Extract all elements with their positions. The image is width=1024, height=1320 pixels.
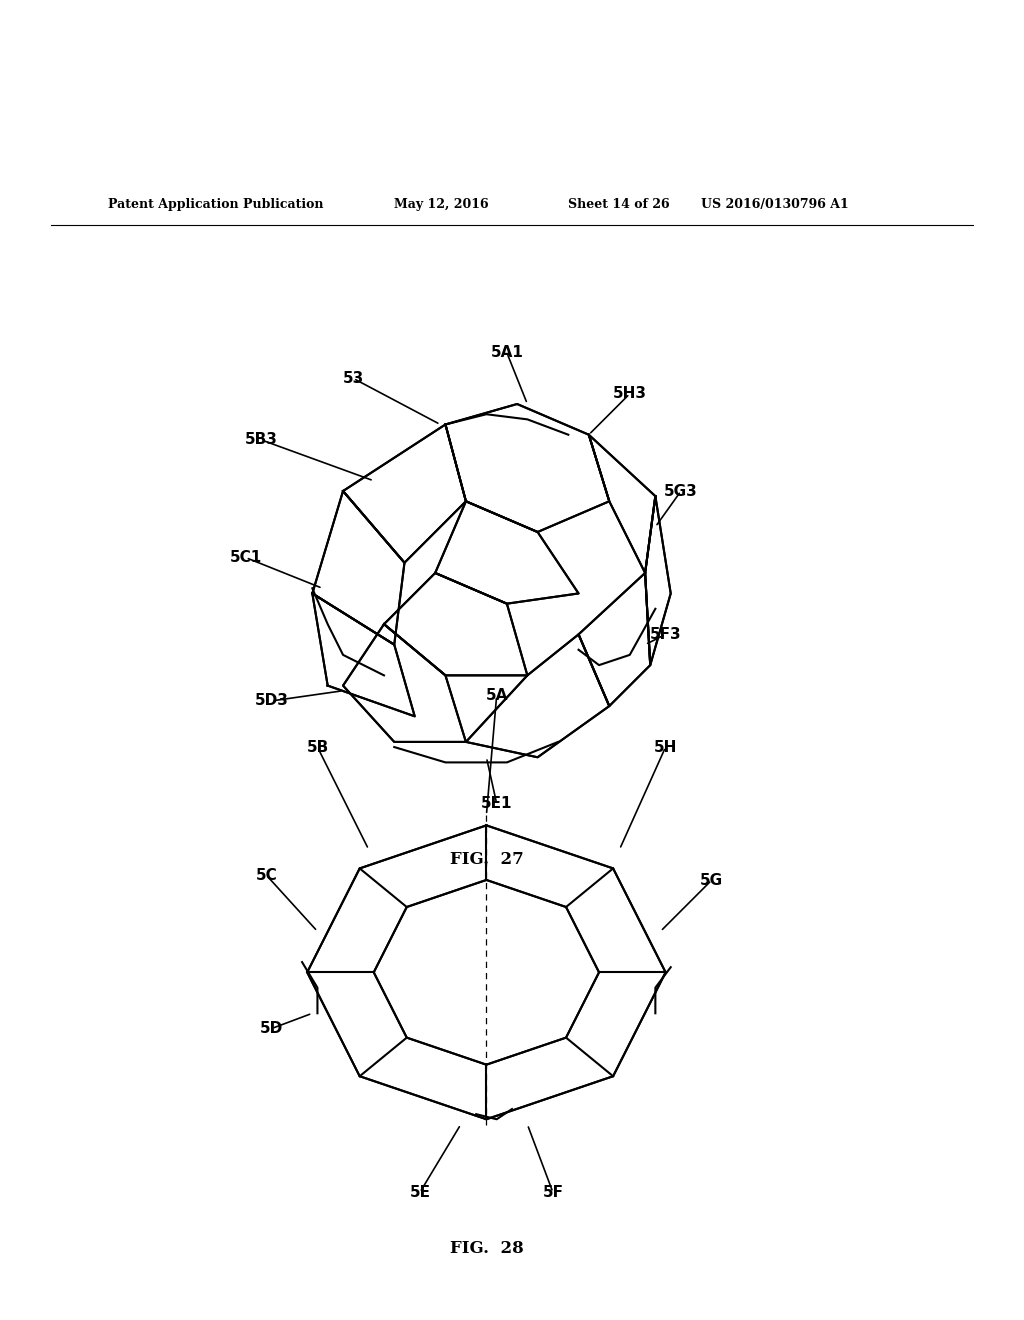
Text: 5F: 5F bbox=[543, 1185, 563, 1200]
Polygon shape bbox=[312, 491, 404, 644]
Text: US 2016/0130796 A1: US 2016/0130796 A1 bbox=[701, 198, 849, 211]
Text: 5A1: 5A1 bbox=[490, 346, 523, 360]
Text: 5B3: 5B3 bbox=[245, 433, 278, 447]
Polygon shape bbox=[445, 404, 609, 532]
Polygon shape bbox=[466, 635, 609, 758]
Polygon shape bbox=[307, 825, 666, 1119]
Text: Patent Application Publication: Patent Application Publication bbox=[108, 198, 323, 211]
Text: FIG.  27: FIG. 27 bbox=[450, 851, 523, 869]
Text: 5E1: 5E1 bbox=[481, 796, 512, 810]
Polygon shape bbox=[343, 425, 466, 562]
Text: 5A: 5A bbox=[485, 688, 508, 704]
Text: 53: 53 bbox=[343, 371, 364, 385]
Text: 5B: 5B bbox=[306, 739, 329, 755]
Text: Sheet 14 of 26: Sheet 14 of 26 bbox=[568, 198, 670, 211]
Polygon shape bbox=[343, 624, 466, 742]
Text: 5E: 5E bbox=[410, 1185, 430, 1200]
Text: FIG.  28: FIG. 28 bbox=[450, 1241, 523, 1257]
Polygon shape bbox=[589, 434, 655, 573]
Text: 5D3: 5D3 bbox=[254, 693, 289, 709]
Polygon shape bbox=[374, 880, 599, 1065]
Text: 5G: 5G bbox=[700, 873, 723, 887]
Text: 5G3: 5G3 bbox=[665, 483, 697, 499]
Text: 5H3: 5H3 bbox=[612, 387, 647, 401]
Polygon shape bbox=[384, 573, 527, 676]
Text: 5D: 5D bbox=[260, 1022, 283, 1036]
Polygon shape bbox=[312, 594, 415, 717]
Text: 5C1: 5C1 bbox=[229, 550, 262, 565]
Polygon shape bbox=[435, 502, 579, 603]
Text: 5C: 5C bbox=[255, 867, 278, 883]
Text: 5F3: 5F3 bbox=[650, 627, 681, 642]
Polygon shape bbox=[645, 496, 671, 665]
Text: May 12, 2016: May 12, 2016 bbox=[394, 198, 488, 211]
Polygon shape bbox=[579, 573, 650, 706]
Text: 5H: 5H bbox=[654, 739, 677, 755]
